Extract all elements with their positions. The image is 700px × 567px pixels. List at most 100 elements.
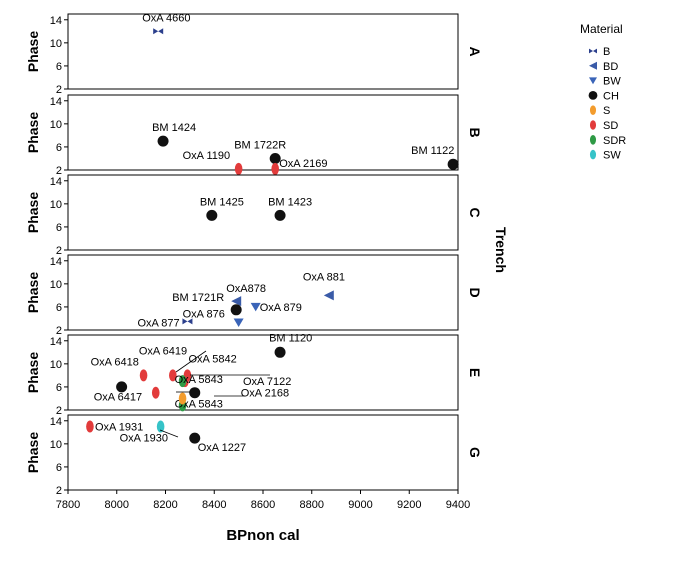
legend-marker [589, 120, 597, 130]
data-label: OxA 1931 [95, 422, 143, 434]
y-tick-label: 2 [56, 405, 62, 417]
data-point [178, 375, 187, 388]
trench-label: A [467, 46, 483, 56]
data-label: OxA 5842 [188, 353, 236, 365]
legend-label: B [603, 46, 610, 58]
data-point [230, 304, 242, 316]
x-tick-label: 8400 [202, 499, 226, 511]
data-label: OxA 1930 [120, 433, 168, 445]
x-tick-label: 8000 [105, 499, 129, 511]
panel-frame [67, 254, 459, 331]
y-tick-label: 2 [56, 165, 62, 177]
data-label: OxA 881 [303, 271, 345, 283]
data-point [189, 432, 201, 444]
data-label: OxA 877 [137, 317, 179, 329]
x-axis-label: BPnon cal [226, 527, 299, 544]
data-label: BM 1424 [152, 122, 196, 134]
y-tick-label: 6 [56, 462, 62, 474]
data-point [206, 209, 218, 221]
y-tick-label: 14 [50, 15, 62, 27]
data-point [116, 381, 128, 393]
panel-frame [67, 174, 459, 251]
y-tick-label: 14 [50, 256, 62, 268]
y-tick-label: 10 [50, 359, 62, 371]
data-label: BM 1425 [200, 196, 244, 208]
y-tick-label: 14 [50, 336, 62, 348]
data-point [169, 369, 177, 382]
x-tick-label: 9200 [397, 499, 421, 511]
legend-marker [589, 77, 597, 85]
y-axis-label: Phase [25, 432, 41, 473]
panel-frame [67, 94, 459, 171]
data-label: OxA 5843 [175, 398, 223, 410]
y-tick-label: 6 [56, 61, 62, 73]
data-label: OxA 6419 [139, 345, 187, 357]
data-point [139, 369, 148, 382]
y-tick-label: 14 [50, 416, 62, 428]
data-label: OxA 2169 [279, 158, 327, 170]
legend-label: CH [603, 90, 619, 102]
y-tick-label: 2 [56, 245, 62, 257]
data-point [178, 392, 187, 405]
y-tick-label: 10 [50, 199, 62, 211]
data-label: OxA 876 [183, 309, 225, 321]
data-label: OxA 6418 [91, 356, 139, 368]
y-axis-label: Phase [25, 352, 41, 393]
x-tick-label: 9400 [446, 499, 470, 511]
y-tick-label: 14 [50, 176, 62, 188]
leader-line [175, 350, 207, 373]
y-axis-label: Phase [25, 192, 41, 233]
y-tick-label: 6 [56, 142, 62, 154]
data-label: BM 1122 [411, 145, 454, 157]
data-label: OxA 5843 [175, 374, 223, 386]
data-point [447, 158, 459, 170]
x-tick-label: 8600 [251, 499, 275, 511]
data-point [274, 209, 286, 221]
facet-axis-label: Trench [493, 227, 509, 273]
data-label: BM 1423 [268, 196, 312, 208]
y-tick-label: 14 [50, 96, 62, 108]
trench-label: E [467, 368, 483, 377]
data-label: OxA 2168 [241, 388, 289, 400]
data-point [156, 420, 165, 433]
y-tick-label: 2 [56, 485, 62, 497]
legend-marker [589, 105, 597, 115]
trench-label: D [467, 287, 483, 297]
legend-label: SW [603, 150, 621, 162]
y-tick-label: 2 [56, 325, 62, 337]
legend-marker [589, 149, 597, 160]
data-label: OxA 6417 [94, 392, 142, 404]
data-label: OxA 1227 [198, 442, 246, 454]
x-tick-label: 8800 [300, 499, 324, 511]
data-label: OxA 1190 [183, 150, 231, 162]
data-point [189, 387, 201, 399]
data-label: BM 1722R [234, 139, 286, 151]
y-axis-label: Phase [25, 272, 41, 313]
data-label: OxA 7122 [243, 376, 291, 388]
legend-label: BD [603, 61, 618, 73]
panel-frame [67, 13, 459, 90]
data-point [274, 346, 286, 358]
legend-label: SDR [603, 135, 626, 147]
legend-label: SD [603, 120, 618, 132]
y-tick-label: 10 [50, 439, 62, 451]
data-label: OxA 879 [260, 302, 302, 314]
data-label: OxA878 [226, 283, 266, 295]
data-label: BM 1721R [172, 292, 224, 304]
y-tick-label: 6 [56, 302, 62, 314]
data-point [182, 318, 193, 325]
data-label: OxA 4660 [142, 12, 190, 24]
trench-label: C [467, 207, 483, 217]
y-tick-label: 2 [56, 84, 62, 96]
legend-title: Material [580, 22, 623, 36]
data-point [86, 420, 94, 433]
data-point [269, 152, 281, 164]
data-point [157, 135, 169, 147]
leader-line [159, 429, 179, 438]
data-label: BM 1120 [269, 332, 312, 344]
y-tick-label: 10 [50, 38, 62, 50]
data-point [250, 302, 261, 312]
y-tick-label: 10 [50, 279, 62, 291]
